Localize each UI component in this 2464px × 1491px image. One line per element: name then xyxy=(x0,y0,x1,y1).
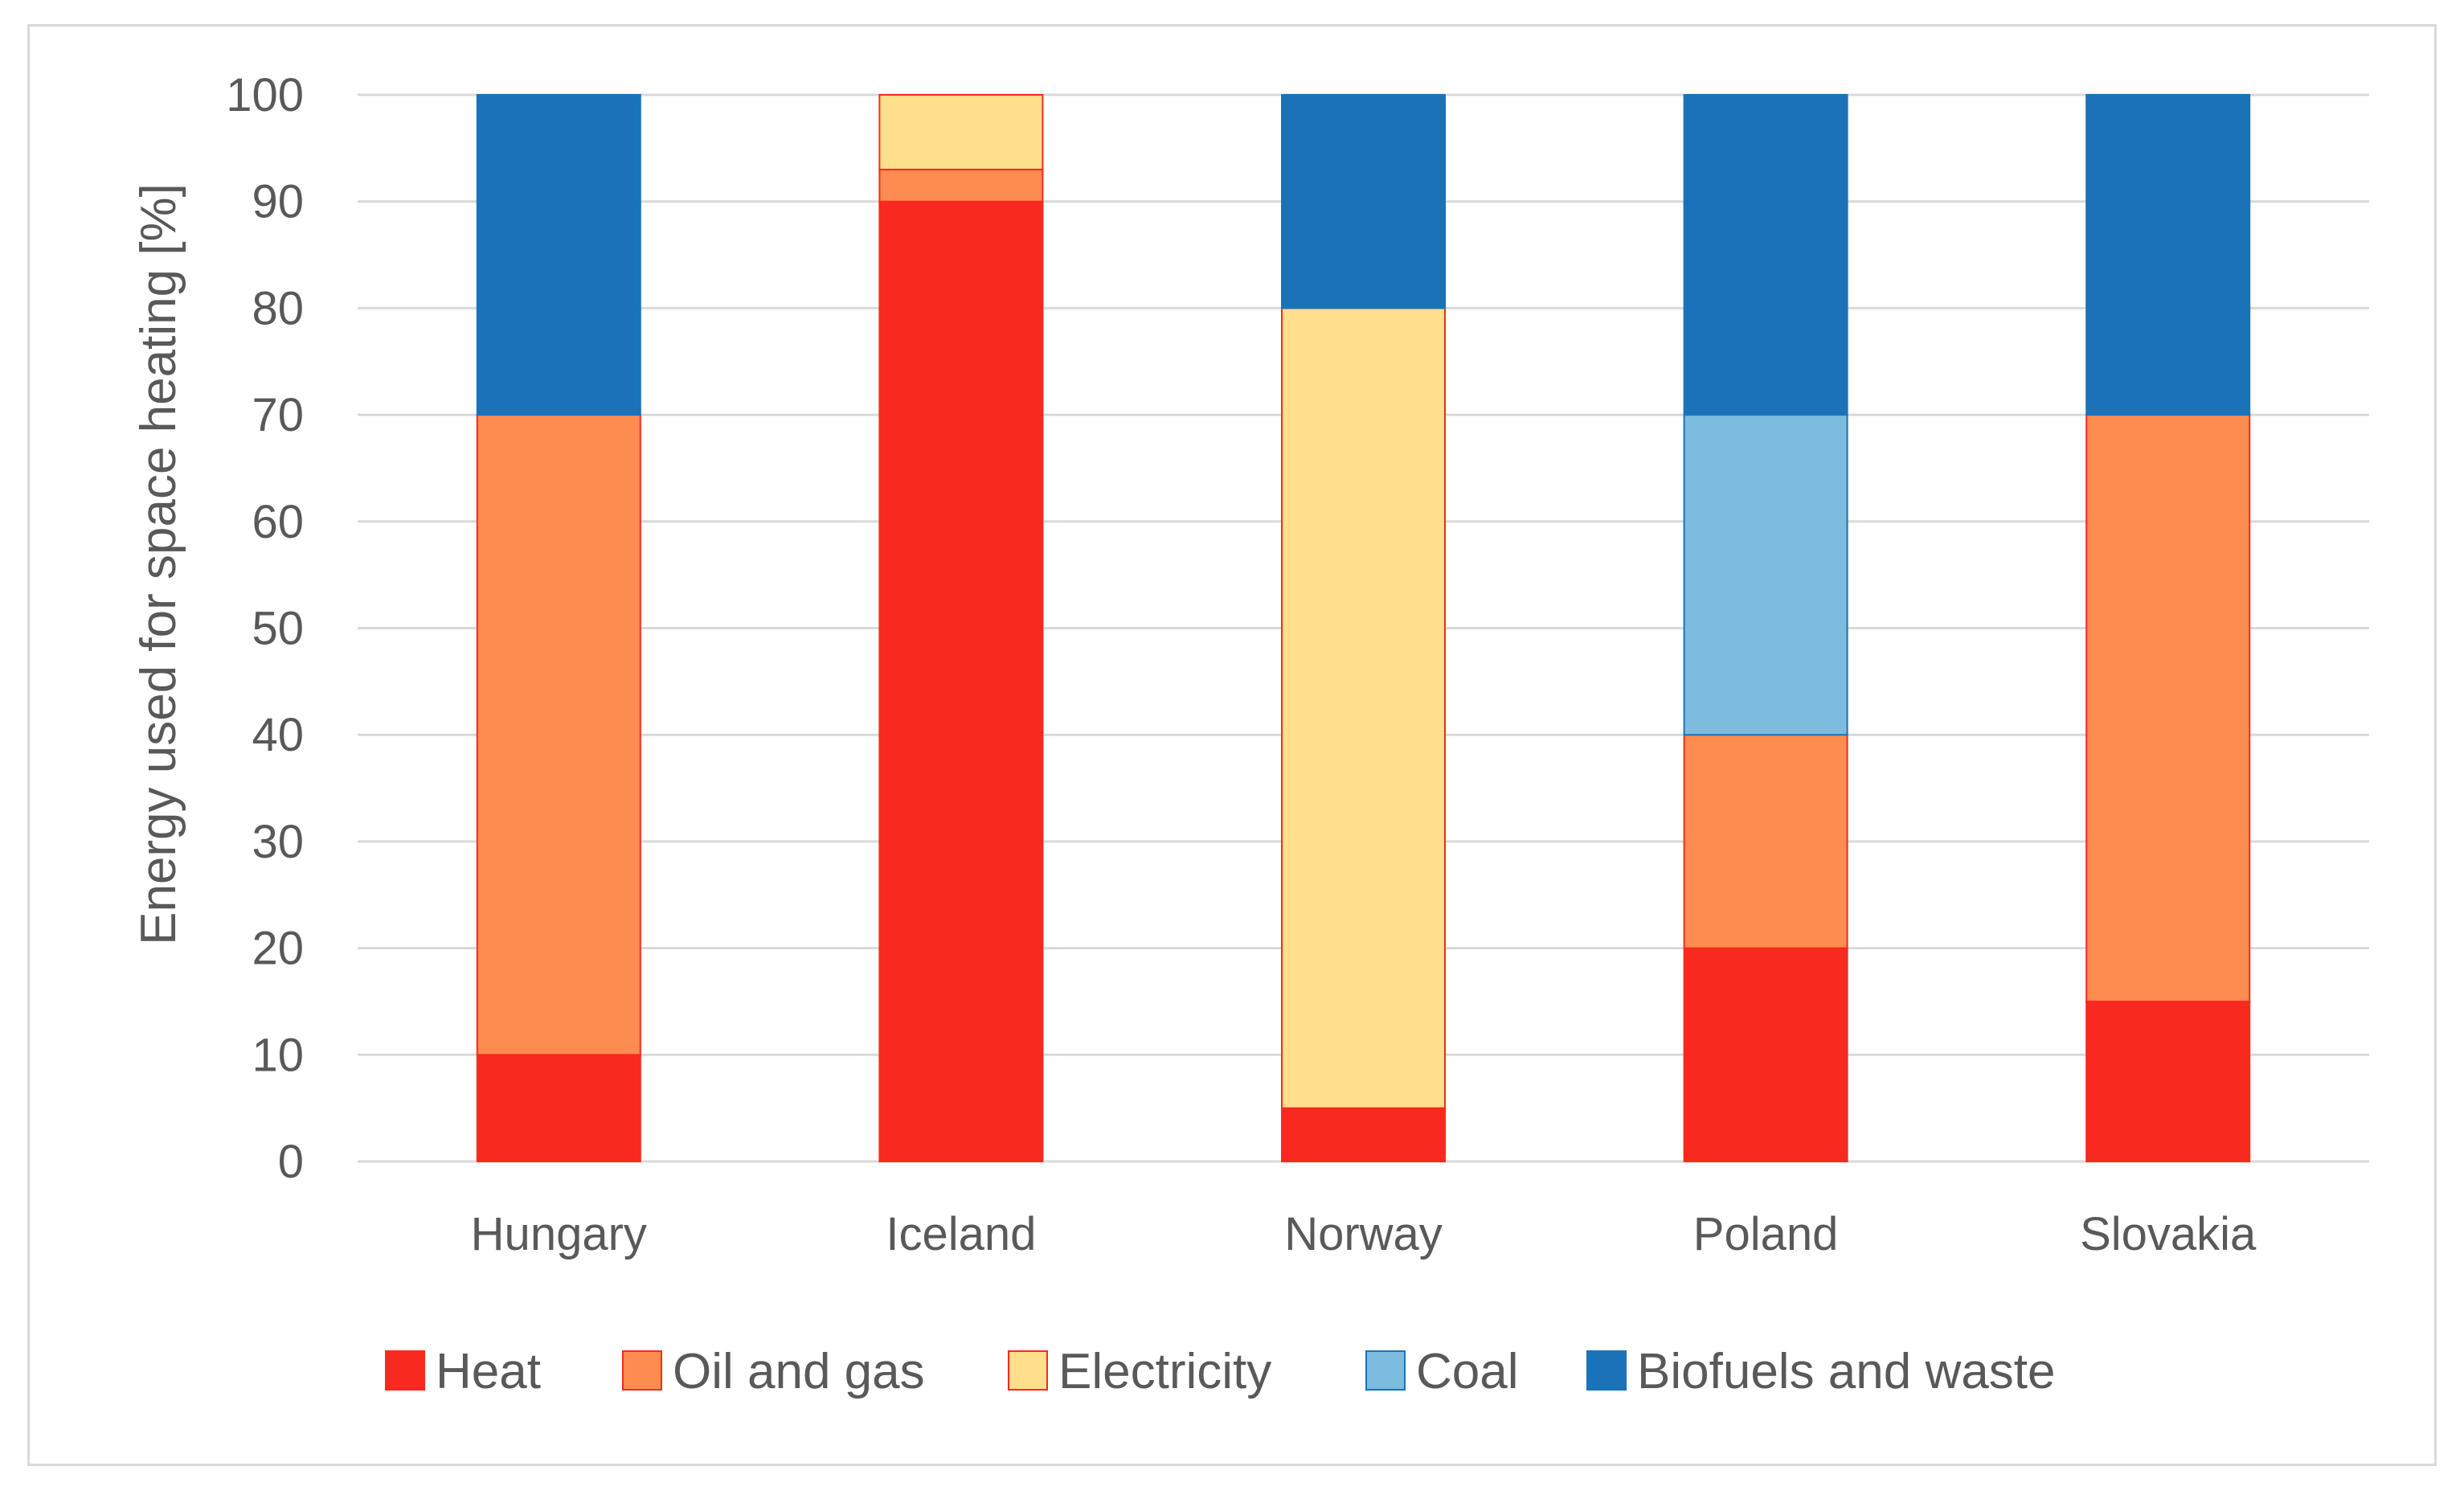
bar-segment-heat xyxy=(1683,947,1848,1162)
y-axis-title: Energy used for space heating [%] xyxy=(131,183,186,945)
y-tick-label: 70 xyxy=(252,389,304,441)
legend-swatch xyxy=(1586,1350,1627,1391)
legend-label: Oil and gas xyxy=(673,1344,925,1399)
y-tick-label: 20 xyxy=(252,923,304,975)
x-tick-label: Norway xyxy=(1284,1208,1443,1260)
y-tick-label: 100 xyxy=(226,69,304,121)
legend: Heat Oil and gas Electricity Coal Biofuels a… xyxy=(385,1344,2055,1399)
y-tick-label: 50 xyxy=(252,603,304,655)
legend-label: Electricity xyxy=(1058,1344,1271,1399)
x-tick-label: Iceland xyxy=(886,1208,1036,1260)
x-axis-ticks: Hungary Iceland Norway Poland Slovakia xyxy=(471,1208,2257,1260)
legend-label: Coal xyxy=(1416,1344,1519,1399)
y-tick-label: 30 xyxy=(252,816,304,868)
bar-segment-electricity xyxy=(878,94,1044,170)
bar-segment-heat xyxy=(2085,1000,2251,1162)
y-tick-label: 60 xyxy=(252,496,304,548)
legend-swatch xyxy=(622,1350,662,1391)
bar-segment-biofuels-and-waste xyxy=(1281,94,1446,309)
legend-label: Heat xyxy=(436,1344,541,1399)
y-tick-label: 0 xyxy=(278,1136,304,1188)
bar-segment-heat xyxy=(476,1054,641,1163)
y-axis-ticks: 0 10 20 30 40 50 60 70 80 90 100 xyxy=(226,69,304,1188)
chart-frame xyxy=(27,24,2437,1466)
bar-segment-electricity xyxy=(1281,307,1446,1109)
y-tick-label: 10 xyxy=(252,1029,304,1081)
bar-segment-oil-and-gas xyxy=(878,168,1044,203)
legend-swatch xyxy=(1365,1350,1406,1391)
bar-segment-heat xyxy=(1281,1107,1446,1163)
bar-segment-oil-and-gas xyxy=(476,414,641,1056)
bar-segment-heat xyxy=(878,200,1044,1163)
bar-segment-biofuels-and-waste xyxy=(476,94,641,416)
bar-segment-biofuels-and-waste xyxy=(1683,94,1848,416)
y-tick-label: 90 xyxy=(252,176,304,228)
y-tick-label: 80 xyxy=(252,282,304,334)
bar-segment-coal xyxy=(1683,414,1848,736)
bar-segment-oil-and-gas xyxy=(2085,414,2251,1002)
legend-swatch xyxy=(1008,1350,1048,1391)
y-tick-label: 40 xyxy=(252,709,304,761)
x-tick-label: Slovakia xyxy=(2080,1208,2257,1260)
x-tick-label: Hungary xyxy=(471,1208,647,1260)
legend-label: Biofuels and waste xyxy=(1637,1344,2055,1399)
bars xyxy=(476,94,2251,1163)
bar-segment-oil-and-gas xyxy=(1683,734,1848,949)
legend-swatch xyxy=(385,1350,425,1391)
bar-segment-biofuels-and-waste xyxy=(2085,94,2251,416)
x-tick-label: Poland xyxy=(1693,1208,1839,1260)
